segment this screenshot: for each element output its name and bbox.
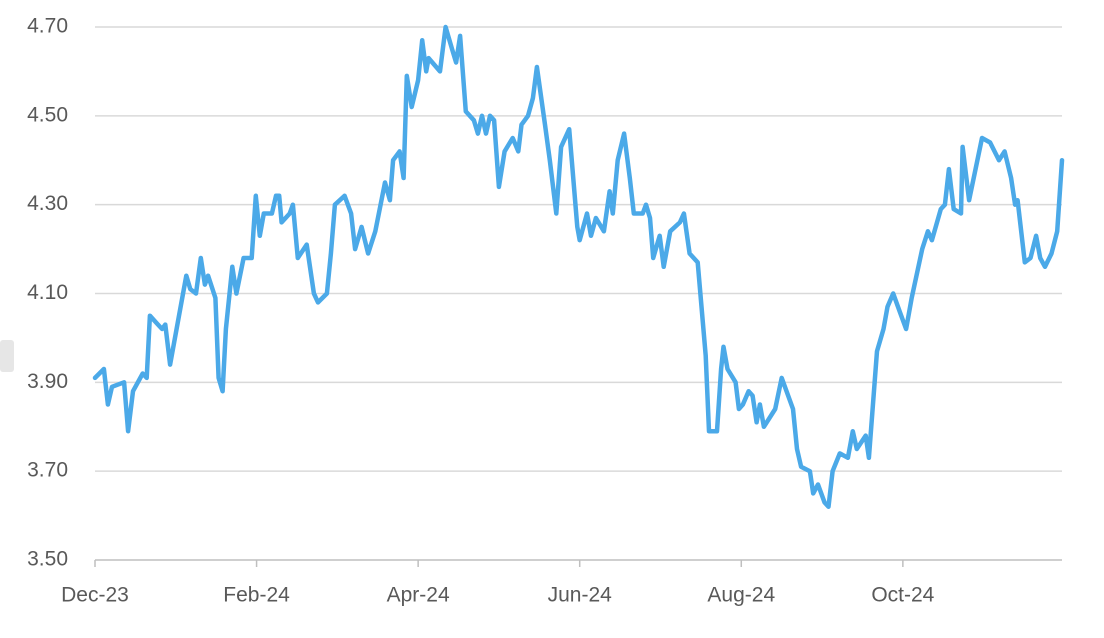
x-tick-label: Apr-24 [387,584,450,607]
x-tick-label: Feb-24 [223,584,290,607]
y-tick-label: 4.70 [27,15,68,38]
x-tick-label: Aug-24 [707,584,775,607]
y-tick-label: 4.10 [27,281,68,304]
y-tick-label: 3.90 [27,370,68,393]
y-tick-label: 4.50 [27,103,68,126]
y-tick-label: 4.30 [27,192,68,215]
x-tick-label: Jun-24 [548,584,613,607]
x-tick-label: Oct-24 [871,584,934,607]
y-tick-label: 3.70 [27,459,68,482]
x-tick-label: Dec-23 [61,584,129,607]
y-tick-label: 3.50 [27,548,68,571]
edge-handle [0,340,14,372]
data-line [92,24,1065,509]
